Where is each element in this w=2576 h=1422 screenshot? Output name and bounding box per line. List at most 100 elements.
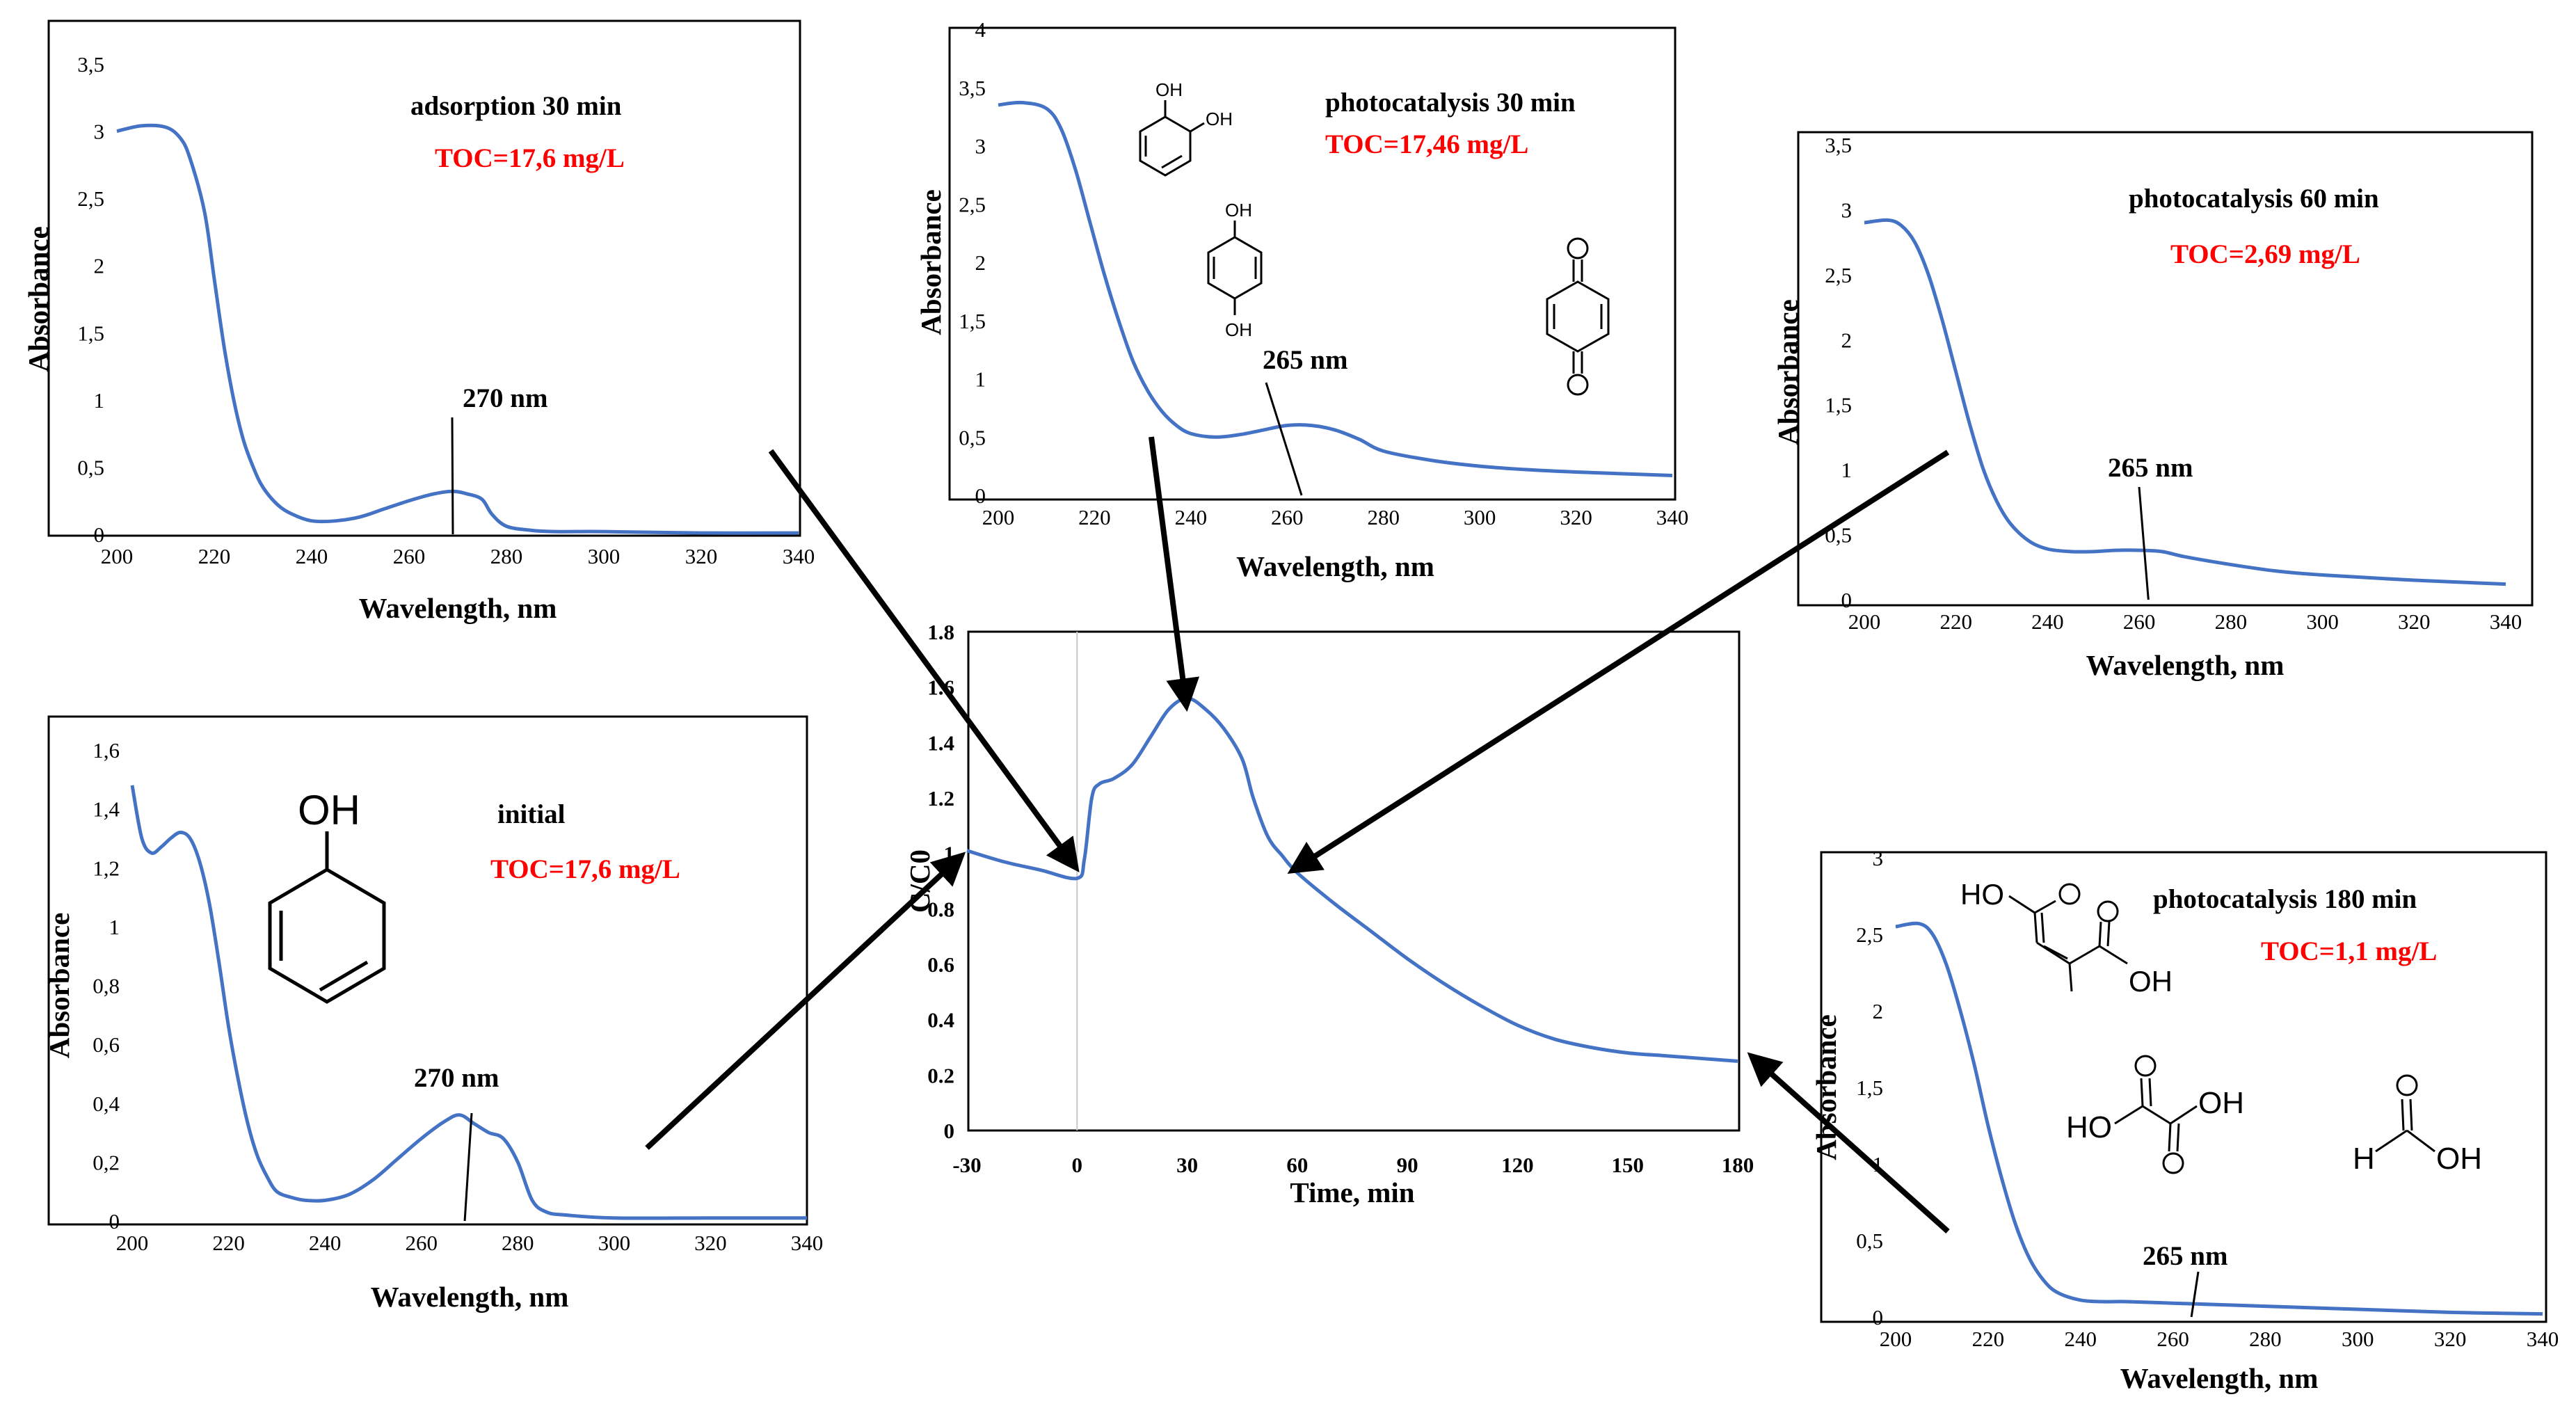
peak-pointer-line: [2190, 1271, 2200, 1318]
y-axis-label: Absorbance: [43, 913, 75, 1059]
benzoquinone-structure-icon: [1546, 237, 1610, 396]
catechol-structure-icon: OH OH: [1139, 79, 1233, 177]
x-axis-label: Wavelength, nm: [371, 1281, 569, 1313]
x-tick-label: 260: [2123, 609, 2156, 634]
x-tick-label: 220: [1939, 609, 1972, 634]
arrow-adsorption-to-main: [768, 449, 1080, 873]
peak-label: 265 nm: [2108, 453, 2193, 483]
y-tick-label: 1,5: [1825, 393, 1852, 417]
y-tick-label: 1,6: [93, 738, 120, 762]
x-tick-label: -30: [952, 1153, 981, 1177]
x-tick-label: 240: [2064, 1327, 2097, 1351]
svg-text:OH: OH: [1155, 79, 1183, 100]
x-tick-label: 240: [2031, 609, 2064, 634]
peak-pointer-line: [1265, 382, 1303, 496]
x-tick-label: 280: [2215, 609, 2248, 634]
svg-text:OH: OH: [1206, 109, 1233, 129]
y-tick-label: 3,5: [77, 52, 104, 77]
svg-text:OH: OH: [2436, 1142, 2482, 1176]
x-tick-label: 340: [2527, 1327, 2559, 1351]
plot-frame: [1797, 131, 2534, 607]
y-tick-label: 1: [109, 915, 120, 939]
x-tick-label: 300: [2306, 609, 2339, 634]
y-tick-label: 0,5: [77, 455, 104, 479]
x-tick-label: 200: [116, 1231, 149, 1255]
y-tick-label: 1,2: [93, 856, 120, 880]
y-tick-label: 0,2: [93, 1150, 120, 1174]
peak-label: 265 nm: [1263, 345, 1347, 375]
y-tick-label: 3: [1873, 846, 1884, 870]
x-tick-label: 240: [296, 544, 328, 568]
data-series-line: [130, 785, 807, 1220]
x-tick-label: 260: [1271, 505, 1304, 529]
y-axis-label: Absorbance: [1810, 1014, 1842, 1160]
y-tick-label: 2,5: [959, 192, 986, 216]
y-axis-label: Absorbance: [1772, 299, 1804, 445]
x-tick-label: 280: [490, 544, 523, 568]
x-tick-label: 300: [1464, 505, 1496, 529]
x-tick-label: 320: [2398, 609, 2431, 634]
y-tick-label: 0: [109, 1209, 120, 1233]
x-tick-label: 260: [2157, 1327, 2189, 1351]
connector-arrows: [645, 436, 1950, 1233]
x-tick-label: 300: [598, 1231, 631, 1255]
y-tick-label: 0: [94, 522, 105, 547]
svg-text:OH: OH: [2129, 965, 2173, 998]
arrow-photo60-to-main: [1287, 449, 1950, 874]
y-tick-label: 0,6: [93, 1032, 120, 1057]
plot-frame: [967, 630, 1741, 1132]
svg-text:HO: HO: [2066, 1110, 2112, 1144]
y-tick-label: 0.2: [927, 1063, 954, 1087]
toc-label: TOC=2,69 mg/L: [2170, 239, 2360, 269]
x-tick-label: 260: [405, 1231, 438, 1255]
x-tick-label: 340: [791, 1231, 824, 1255]
y-axis-label: Absorbance: [915, 189, 947, 335]
x-tick-label: 340: [2490, 609, 2522, 634]
x-tick-label: 220: [212, 1231, 245, 1255]
phenol-structure-icon: OH: [268, 787, 386, 1004]
y-tick-label: 1,5: [77, 321, 104, 345]
x-tick-label: 320: [2434, 1327, 2467, 1351]
peak-label: 265 nm: [2143, 1241, 2227, 1271]
y-tick-label: 3,5: [1825, 133, 1852, 157]
x-tick-label: 200: [101, 544, 134, 568]
x-tick-label: 200: [1880, 1327, 1912, 1351]
y-tick-label: 0,4: [93, 1092, 120, 1116]
data-series-line: [116, 123, 799, 535]
peak-label: 270 nm: [414, 1063, 499, 1093]
y-tick-label: 1.4: [927, 730, 954, 755]
arrow-photo30-to-main: [1149, 436, 1200, 712]
x-tick-label: 240: [1175, 505, 1208, 529]
x-tick-label: 220: [1972, 1327, 2005, 1351]
x-tick-label: 200: [982, 505, 1015, 529]
x-tick-label: 280: [502, 1231, 534, 1255]
x-tick-label: 220: [1078, 505, 1111, 529]
y-tick-label: 0.4: [927, 1008, 954, 1032]
maleic-acid-structure-icon: HO OH: [1960, 878, 2173, 998]
x-tick-label: 300: [588, 544, 621, 568]
x-tick-label: 320: [694, 1231, 727, 1255]
toc-label: TOC=17,6 mg/L: [490, 854, 680, 884]
y-tick-label: 0: [975, 484, 986, 508]
y-tick-label: 2: [94, 254, 105, 278]
y-tick-label: 0: [1873, 1305, 1884, 1329]
x-axis-label: Wavelength, nm: [359, 592, 557, 624]
peak-pointer-line: [2138, 486, 2150, 600]
oxalic-acid-structure-icon: HO OH: [2066, 1055, 2244, 1174]
toc-label: TOC=17,46 mg/L: [1325, 129, 1528, 159]
y-tick-label: 1: [94, 388, 105, 413]
peak-label: 270 nm: [463, 383, 547, 413]
y-tick-label: 3: [975, 134, 986, 159]
y-tick-label: 0,8: [93, 974, 120, 998]
data-series-line: [1864, 218, 2506, 586]
x-tick-label: 60: [1286, 1153, 1308, 1177]
panel-photocatalysis-30min: 200 220 240 260 280 300 320 340 0 0,5 1 1,5 2 2,5 3 3,5…: [915, 17, 1688, 582]
x-tick-label: 240: [309, 1231, 342, 1255]
panel-initial: 200 220 240 260 280 300 320 340 0 0,2 0,4 0,6 0,8 1 1,…: [43, 715, 824, 1313]
y-tick-label: 0: [944, 1119, 955, 1143]
panel-main-kinetics: -30 0 30 60 90 120 150 18000.20.40.60.811.21.41…: [904, 620, 1754, 1208]
x-tick-label: 340: [783, 544, 815, 568]
y-tick-label: 2,5: [1856, 922, 1883, 947]
